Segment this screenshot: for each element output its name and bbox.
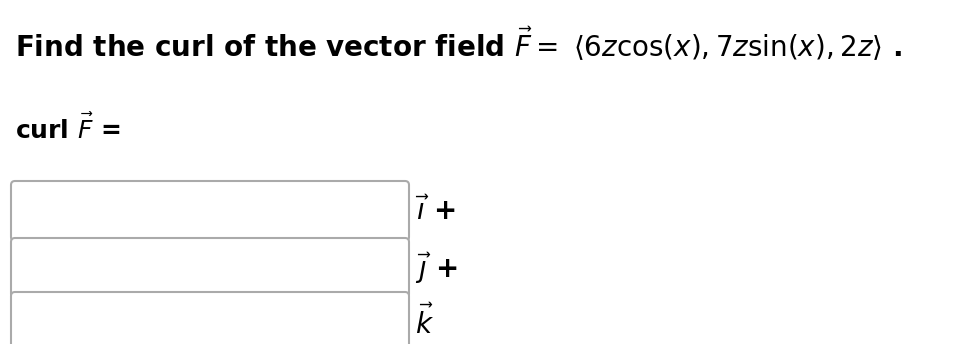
FancyBboxPatch shape bbox=[11, 292, 408, 344]
FancyBboxPatch shape bbox=[11, 238, 408, 298]
Text: $\vec{\imath}$ +: $\vec{\imath}$ + bbox=[414, 196, 456, 226]
Text: Find the curl of the vector field $\vec{F} = \ \langle 6z\cos(x), 7z\sin(x), 2z\: Find the curl of the vector field $\vec{… bbox=[15, 24, 901, 62]
Text: curl $\vec{F}$ =: curl $\vec{F}$ = bbox=[15, 114, 120, 144]
FancyBboxPatch shape bbox=[11, 181, 408, 241]
Text: $\vec{\jmath}$ +: $\vec{\jmath}$ + bbox=[414, 250, 457, 286]
Text: $\vec{k}$: $\vec{k}$ bbox=[414, 304, 433, 340]
